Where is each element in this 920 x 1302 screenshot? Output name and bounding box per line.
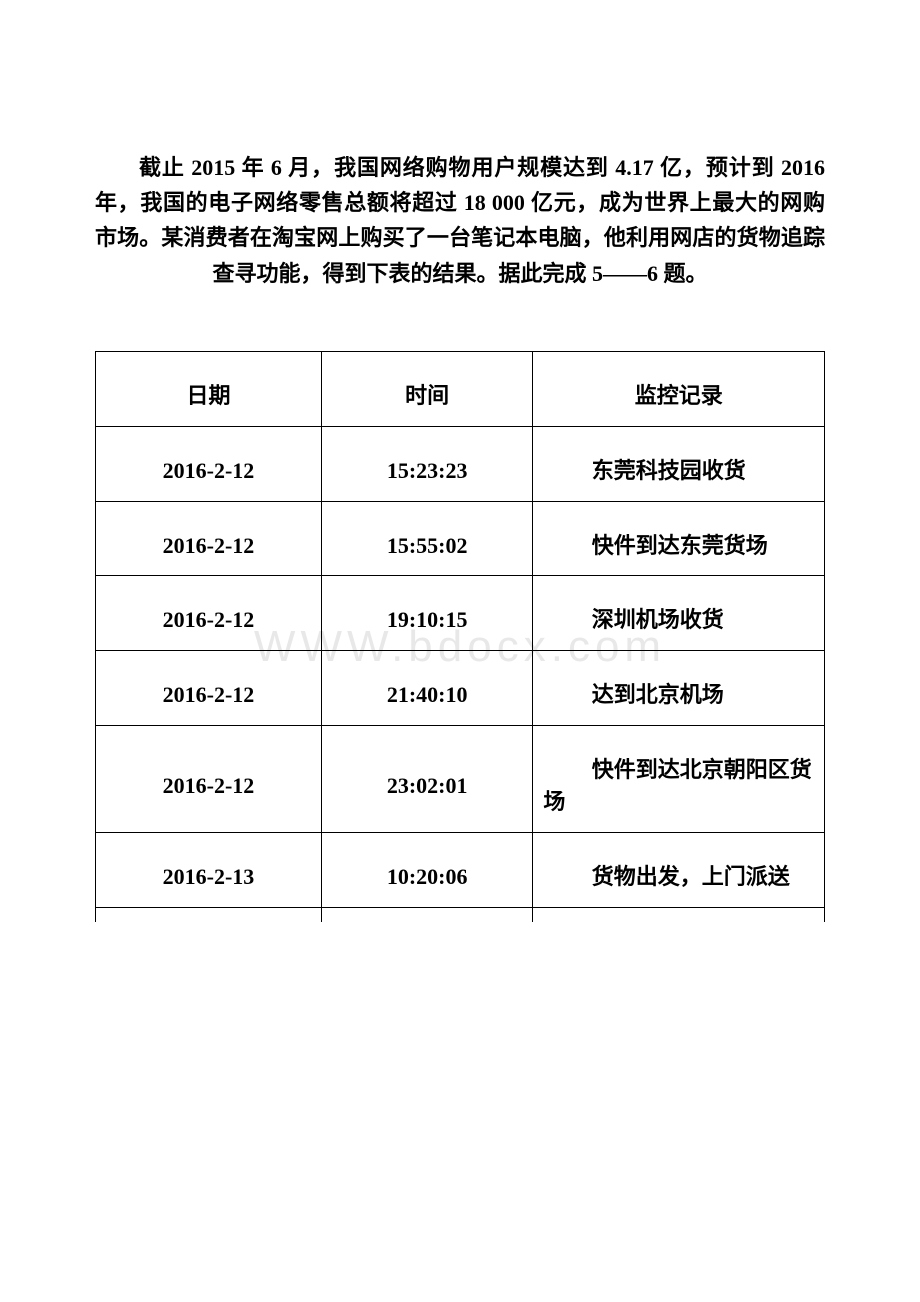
cell-time: 19:10:15: [321, 576, 532, 651]
table-row: 2016-2-12 23:02:01 快件到达北京朝阳区货场: [96, 726, 825, 833]
cell-record: 达到北京机场: [533, 651, 825, 726]
cell-record: 快件到达东莞货场: [533, 501, 825, 576]
cell-empty: [321, 907, 532, 922]
table-header-row: 日期 时间 监控记录: [96, 351, 825, 426]
intro-paragraph: 截止 2015 年 6 月，我国网络购物用户规模达到 4.17 亿，预计到 20…: [95, 150, 825, 291]
col-header-date: 日期: [96, 351, 322, 426]
table-row: 2016-2-12 21:40:10 达到北京机场: [96, 651, 825, 726]
cell-time: 15:55:02: [321, 501, 532, 576]
cell-time: 23:02:01: [321, 726, 532, 833]
table-row: 2016-2-12 15:55:02 快件到达东莞货场: [96, 501, 825, 576]
cell-time: 10:20:06: [321, 832, 532, 907]
cell-date: 2016-2-12: [96, 726, 322, 833]
col-header-record: 监控记录: [533, 351, 825, 426]
cell-record: 深圳机场收货: [533, 576, 825, 651]
cell-time: 15:23:23: [321, 426, 532, 501]
cell-empty: [96, 907, 322, 922]
table-row: 2016-2-12 19:10:15 深圳机场收货: [96, 576, 825, 651]
cell-date: 2016-2-13: [96, 832, 322, 907]
cell-time: 21:40:10: [321, 651, 532, 726]
tracking-table: 日期 时间 监控记录 2016-2-12 15:23:23 东莞科技园收货 20…: [95, 351, 825, 922]
table-row: 2016-2-13 10:20:06 货物出发，上门派送: [96, 832, 825, 907]
cell-record: 货物出发，上门派送: [533, 832, 825, 907]
col-header-time: 时间: [321, 351, 532, 426]
cell-date: 2016-2-12: [96, 651, 322, 726]
cell-date: 2016-2-12: [96, 426, 322, 501]
cell-record: 东莞科技园收货: [533, 426, 825, 501]
intro-text: 截止 2015 年 6 月，我国网络购物用户规模达到 4.17 亿，预计到 20…: [95, 150, 825, 291]
cell-date: 2016-2-12: [96, 576, 322, 651]
cell-record: 快件到达北京朝阳区货场: [533, 726, 825, 833]
cell-date: 2016-2-12: [96, 501, 322, 576]
table-row: 2016-2-12 15:23:23 东莞科技园收货: [96, 426, 825, 501]
cell-empty: [533, 907, 825, 922]
table-row-partial: [96, 907, 825, 922]
